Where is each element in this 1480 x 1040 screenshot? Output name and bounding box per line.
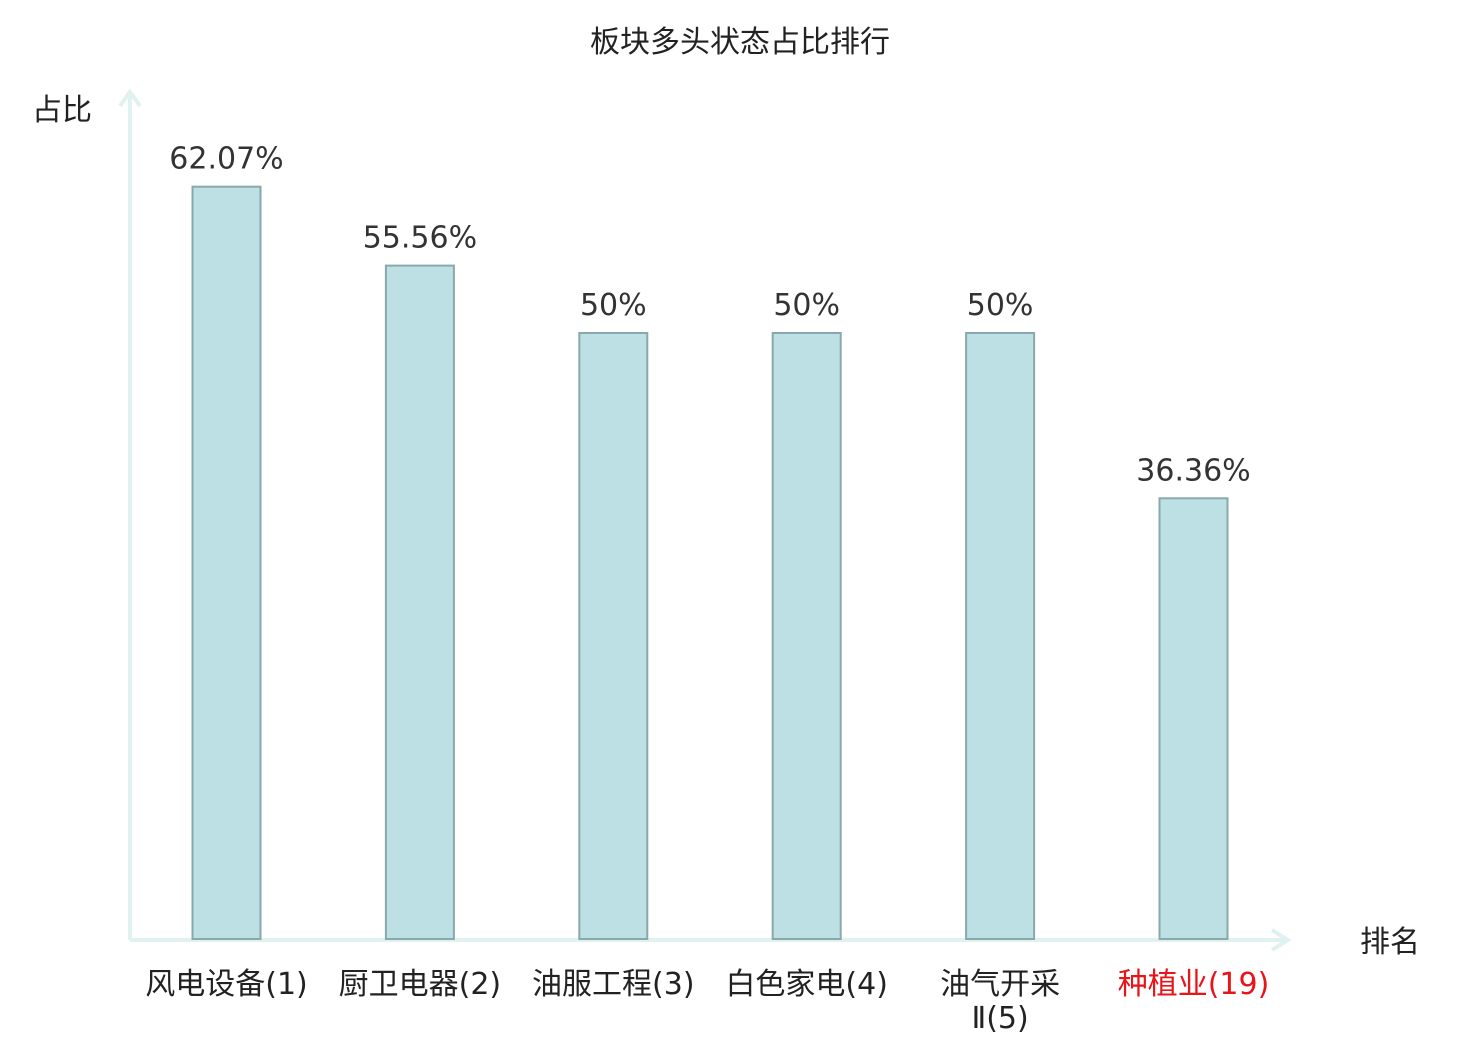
chart-title: 板块多头状态占比排行 bbox=[590, 25, 890, 60]
category-label: 种植业(19) bbox=[1118, 967, 1270, 1002]
y-axis-arrow bbox=[118, 88, 142, 108]
category-label-line: 风电设备(1) bbox=[145, 967, 308, 1002]
bar bbox=[578, 332, 649, 940]
bar bbox=[965, 332, 1036, 940]
bars-group bbox=[191, 185, 1229, 941]
bar-value-label: 50% bbox=[580, 288, 647, 323]
category-label: 油气开采 Ⅱ(5) bbox=[940, 967, 1060, 1036]
x-axis-arrow bbox=[1270, 928, 1292, 952]
category-label-line: Ⅱ(5) bbox=[971, 1001, 1028, 1036]
bar bbox=[771, 332, 842, 940]
category-label: 油服工程(3) bbox=[532, 967, 695, 1002]
category-label-line: 油服工程(3) bbox=[532, 967, 695, 1002]
category-label-line: 种植业(19) bbox=[1118, 967, 1270, 1002]
value-labels-group: 62.07% 55.56% 50% 50% 50% 36.36% bbox=[169, 142, 1250, 489]
x-axis-label: 排名 bbox=[1360, 925, 1420, 960]
bar-value-label: 50% bbox=[967, 288, 1034, 323]
bar bbox=[384, 264, 455, 941]
category-label: 厨卫电器(2) bbox=[339, 967, 502, 1002]
category-label-line: 厨卫电器(2) bbox=[339, 967, 502, 1002]
y-axis-label: 占比 bbox=[32, 93, 92, 128]
bar-value-label: 50% bbox=[773, 288, 840, 323]
category-label: 风电设备(1) bbox=[145, 967, 308, 1002]
axes bbox=[118, 88, 1292, 952]
category-label-line: 油气开采 bbox=[940, 967, 1060, 1002]
bar-value-label: 62.07% bbox=[169, 142, 283, 177]
category-labels-group: 风电设备(1) 厨卫电器(2) 油服工程(3) 白色家电(4) 油气开采 Ⅱ(5) 种植业(… bbox=[145, 967, 1269, 1036]
category-label-line: 白色家电(4) bbox=[725, 967, 888, 1002]
bar bbox=[191, 185, 262, 940]
bar bbox=[1158, 497, 1229, 940]
bar-value-label: 55.56% bbox=[363, 221, 477, 256]
bar-value-label: 36.36% bbox=[1136, 453, 1250, 488]
category-label: 白色家电(4) bbox=[725, 967, 888, 1002]
